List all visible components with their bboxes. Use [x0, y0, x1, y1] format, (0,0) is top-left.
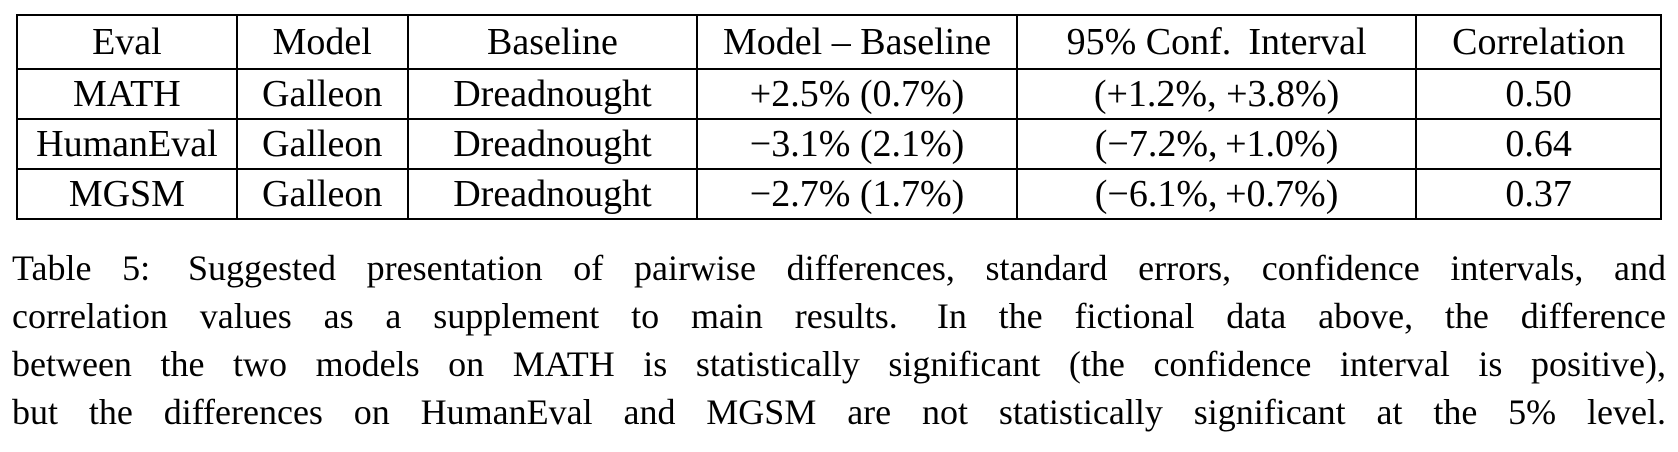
- results-table: Eval Model Baseline Model – Baseline 95%…: [16, 14, 1662, 220]
- cell-correlation: 0.64: [1415, 118, 1662, 170]
- table-header-row: Eval Model Baseline Model – Baseline 95%…: [16, 14, 1662, 70]
- cell-baseline: Dreadnought: [406, 118, 699, 170]
- table-caption: Table 5: Suggested presentation of pairw…: [12, 244, 1666, 436]
- cell-diff: +2.5% (0.7%): [696, 68, 1018, 120]
- caption-line-4: but the differences on HumanEval and MGS…: [12, 392, 1666, 432]
- cell-eval: MGSM: [16, 168, 238, 220]
- cell-model: Galleon: [235, 68, 409, 120]
- column-header-conf-interval: 95% Conf. Interval: [1015, 14, 1418, 70]
- column-header-correlation: Correlation: [1415, 14, 1662, 70]
- table-row-humaneval: HumanEval Galleon Dreadnought −3.1% (2.1…: [16, 118, 1662, 170]
- cell-eval: MATH: [16, 68, 238, 120]
- cell-baseline: Dreadnought: [406, 68, 699, 120]
- cell-conf-interval: (−7.2%, +1.0%): [1015, 118, 1418, 170]
- caption-line-3: between the two models on MATH is statis…: [12, 344, 1666, 384]
- column-header-baseline: Baseline: [406, 14, 699, 70]
- table-row-math: MATH Galleon Dreadnought +2.5% (0.7%) (+…: [16, 68, 1662, 120]
- table-row-mgsm: MGSM Galleon Dreadnought −2.7% (1.7%) (−…: [16, 168, 1662, 220]
- cell-conf-interval: (−6.1%, +0.7%): [1015, 168, 1418, 220]
- column-header-model-minus-baseline: Model – Baseline: [696, 14, 1018, 70]
- caption-line-2: correlation values as a supplement to ma…: [12, 296, 1666, 336]
- cell-baseline: Dreadnought: [406, 168, 699, 220]
- cell-diff: −2.7% (1.7%): [696, 168, 1018, 220]
- cell-conf-interval: (+1.2%, +3.8%): [1015, 68, 1418, 120]
- cell-diff: −3.1% (2.1%): [696, 118, 1018, 170]
- column-header-model: Model: [235, 14, 409, 70]
- column-header-eval: Eval: [16, 14, 238, 70]
- caption-line-1: Table 5: Suggested presentation of pairw…: [12, 248, 1666, 288]
- cell-correlation: 0.37: [1415, 168, 1662, 220]
- cell-model: Galleon: [235, 118, 409, 170]
- cell-model: Galleon: [235, 168, 409, 220]
- cell-correlation: 0.50: [1415, 68, 1662, 120]
- cell-eval: HumanEval: [16, 118, 238, 170]
